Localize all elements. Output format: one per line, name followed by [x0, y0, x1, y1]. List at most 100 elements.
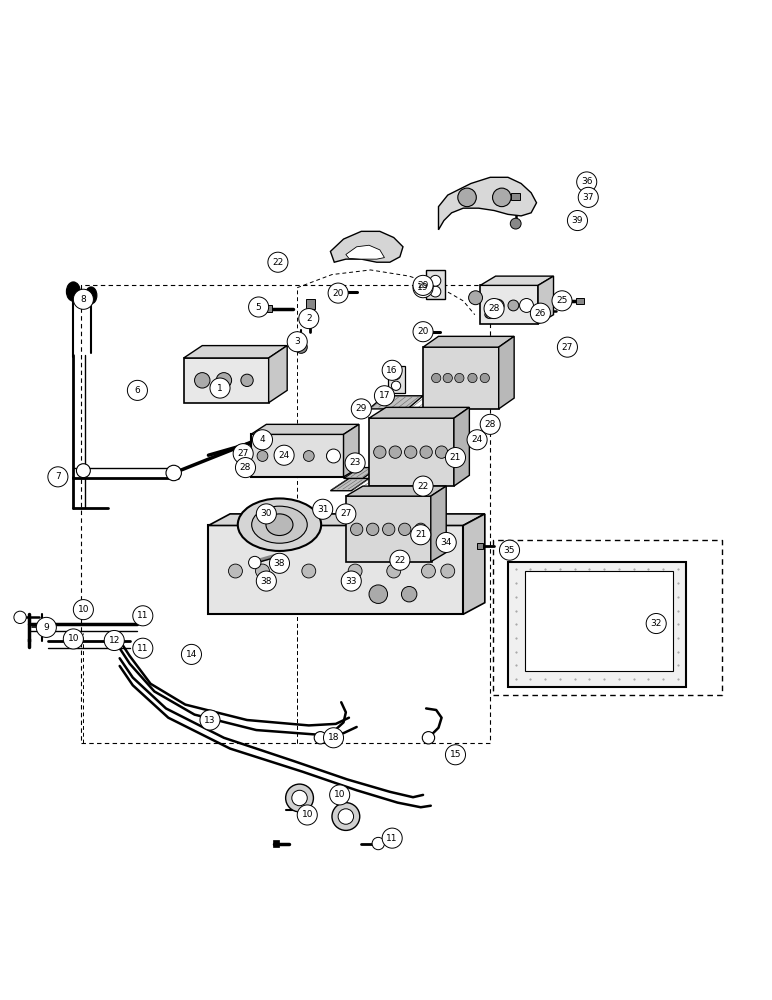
Polygon shape: [208, 514, 485, 525]
Circle shape: [229, 564, 242, 578]
Text: 21: 21: [415, 530, 426, 539]
Circle shape: [413, 278, 433, 298]
Bar: [306, 299, 315, 309]
Circle shape: [104, 630, 124, 651]
Circle shape: [469, 291, 482, 305]
Bar: [423, 329, 429, 335]
Circle shape: [458, 188, 476, 207]
Circle shape: [252, 430, 273, 450]
FancyBboxPatch shape: [251, 434, 344, 477]
Circle shape: [420, 446, 432, 458]
Text: 17: 17: [379, 391, 390, 400]
Circle shape: [484, 299, 504, 319]
Circle shape: [567, 211, 587, 231]
Circle shape: [508, 300, 519, 311]
Text: 25: 25: [557, 296, 567, 305]
Text: 16: 16: [387, 366, 398, 375]
Text: 27: 27: [340, 509, 351, 518]
Polygon shape: [438, 177, 537, 230]
Circle shape: [256, 571, 276, 591]
Polygon shape: [307, 556, 346, 568]
Circle shape: [430, 275, 441, 286]
Circle shape: [36, 617, 56, 637]
Circle shape: [430, 286, 441, 297]
Text: 20: 20: [418, 327, 428, 336]
Polygon shape: [344, 424, 359, 477]
Circle shape: [323, 728, 344, 748]
Text: 10: 10: [78, 605, 89, 614]
Circle shape: [374, 386, 394, 406]
Polygon shape: [251, 424, 359, 434]
Circle shape: [14, 611, 26, 624]
Text: 33: 33: [346, 577, 357, 586]
Text: 28: 28: [485, 420, 496, 429]
Circle shape: [63, 629, 83, 649]
Polygon shape: [480, 276, 554, 285]
Text: 32: 32: [651, 619, 662, 628]
Text: 38: 38: [261, 577, 272, 586]
Circle shape: [269, 553, 290, 573]
Text: 10: 10: [334, 790, 345, 799]
Bar: [576, 298, 584, 304]
Text: 22: 22: [418, 482, 428, 491]
Circle shape: [73, 600, 93, 620]
Circle shape: [374, 446, 386, 458]
Circle shape: [367, 523, 379, 536]
Polygon shape: [269, 346, 287, 403]
Circle shape: [107, 632, 121, 646]
Circle shape: [314, 732, 327, 744]
Circle shape: [382, 828, 402, 848]
Text: 5: 5: [256, 303, 262, 312]
Circle shape: [401, 586, 417, 602]
Circle shape: [127, 380, 147, 400]
Circle shape: [646, 613, 666, 634]
Circle shape: [415, 523, 427, 536]
Circle shape: [520, 299, 533, 312]
Circle shape: [76, 464, 90, 478]
FancyBboxPatch shape: [426, 270, 445, 299]
Circle shape: [480, 373, 489, 383]
Text: 28: 28: [489, 304, 499, 313]
Circle shape: [330, 785, 350, 805]
Circle shape: [369, 585, 388, 603]
Circle shape: [441, 564, 455, 578]
Circle shape: [287, 332, 307, 352]
Ellipse shape: [85, 287, 96, 304]
Polygon shape: [346, 486, 446, 496]
Circle shape: [390, 550, 410, 570]
Circle shape: [327, 449, 340, 463]
Text: 10: 10: [68, 634, 79, 643]
FancyBboxPatch shape: [508, 562, 686, 687]
Circle shape: [455, 373, 464, 383]
Circle shape: [391, 370, 401, 380]
Circle shape: [338, 809, 354, 824]
Circle shape: [133, 638, 153, 658]
Circle shape: [299, 309, 319, 329]
Circle shape: [257, 451, 268, 461]
Circle shape: [480, 414, 500, 434]
Bar: [477, 543, 483, 549]
Circle shape: [256, 504, 276, 524]
FancyBboxPatch shape: [525, 571, 673, 671]
Circle shape: [268, 252, 288, 272]
Text: 20: 20: [333, 289, 344, 298]
Bar: [273, 840, 279, 847]
Text: 7: 7: [55, 472, 61, 481]
Circle shape: [249, 297, 269, 317]
Circle shape: [510, 218, 521, 229]
Circle shape: [235, 458, 256, 478]
Polygon shape: [369, 396, 423, 409]
Circle shape: [533, 305, 544, 316]
Circle shape: [432, 373, 441, 383]
Ellipse shape: [238, 498, 321, 551]
Circle shape: [295, 341, 307, 353]
Circle shape: [411, 525, 431, 545]
Circle shape: [111, 636, 117, 642]
Text: 18: 18: [328, 733, 339, 742]
Text: 23: 23: [350, 458, 361, 467]
Circle shape: [73, 289, 93, 309]
Circle shape: [552, 291, 572, 311]
Circle shape: [486, 311, 494, 319]
Circle shape: [405, 446, 417, 458]
Circle shape: [530, 303, 550, 323]
